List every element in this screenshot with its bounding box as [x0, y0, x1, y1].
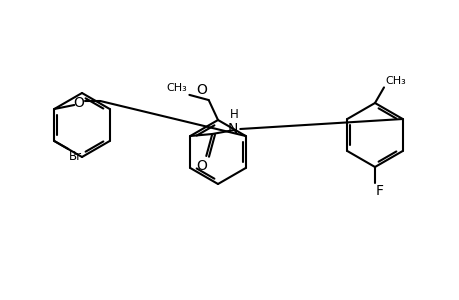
Text: H: H	[230, 108, 238, 121]
Text: CH₃: CH₃	[384, 76, 405, 86]
Text: Br: Br	[69, 150, 82, 163]
Text: O: O	[196, 159, 206, 173]
Text: F: F	[375, 184, 383, 198]
Text: N: N	[228, 122, 238, 136]
Text: O: O	[73, 96, 84, 110]
Text: O: O	[196, 83, 206, 97]
Text: CH₃: CH₃	[166, 83, 187, 93]
